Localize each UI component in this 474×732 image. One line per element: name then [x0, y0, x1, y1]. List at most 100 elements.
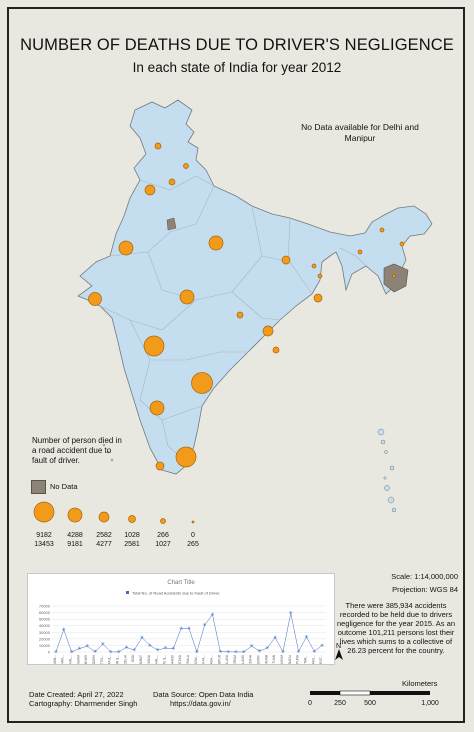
x-tick-label: DAMAN &... [116, 655, 120, 664]
data-point: ✳ [296, 649, 300, 655]
legend-class-lower: 9181 [67, 541, 83, 548]
x-tick-label: KARNATAKA [178, 654, 182, 664]
x-tick-label: BIHAR [84, 654, 88, 664]
data-point: ✳ [69, 649, 73, 655]
map-subtitle: In each state of India for year 2012 [132, 60, 342, 75]
data-point: ✳ [148, 643, 152, 649]
data-point: ✳ [320, 643, 324, 649]
state-symbol [281, 255, 291, 265]
legend-class-label: 4288 9181 [55, 531, 95, 549]
y-tick-label: 10000 [39, 643, 51, 648]
x-tick-label: HARYANA [147, 654, 151, 664]
data-point: ✳ [289, 611, 293, 617]
x-tick-label: MADHYA... [202, 655, 206, 664]
data-point: ✳ [54, 649, 58, 655]
legend-class-label: 1028 2581 [112, 531, 152, 549]
legend-symbol [33, 501, 55, 523]
legend-class-label: 9182 13453 [24, 531, 64, 549]
data-point: ✳ [273, 635, 277, 641]
data-point: ✳ [171, 646, 175, 652]
x-tick-label: MIZORAM [233, 655, 237, 664]
data-point: ✳ [116, 649, 120, 655]
x-tick-label: MAHARASH... [209, 655, 213, 664]
x-tick-label: CHANDIGARH [92, 654, 96, 664]
data-point: ✳ [163, 646, 167, 652]
legend-symbol [67, 507, 83, 523]
state-symbol [313, 293, 323, 303]
accident-chart: Chart Title Total No. of Road Accidents d… [39, 580, 326, 677]
no-data-label: No Data [50, 482, 78, 491]
data-point: ✳ [187, 626, 191, 632]
x-tick-label: TRIPURA [296, 654, 300, 664]
legend-class-lower: 2581 [124, 541, 140, 548]
y-tick-label: 60000 [39, 610, 51, 615]
no-data-swatch [31, 480, 46, 494]
data-point: ✳ [312, 649, 316, 655]
legend-class-label: 0 265 [173, 531, 213, 549]
state-symbol [236, 311, 244, 319]
data-point: ✳ [85, 644, 89, 650]
data-point: ✳ [93, 649, 97, 655]
state-symbol [183, 163, 189, 169]
scale-bar: 0 250 500 1,000 [308, 690, 439, 707]
legend-marker [126, 591, 129, 594]
projection-text: Projection: WGS 84 [392, 585, 458, 594]
data-point: ✳ [203, 623, 207, 629]
legend-class-upper: 266 [157, 532, 169, 539]
data-point: ✳ [77, 646, 81, 652]
chart-title: Chart Title [167, 580, 195, 586]
data-point: ✳ [304, 634, 308, 640]
x-tick-label: DELHI [123, 655, 127, 664]
legend-class-upper: 1028 [124, 532, 140, 539]
y-tick-label: 0 [48, 650, 51, 655]
state-symbol [262, 325, 274, 337]
x-tick-label: MEGHALAYA [225, 654, 229, 664]
state-symbol [357, 249, 363, 255]
x-tick-label: GOA [131, 654, 135, 662]
legend-class-upper: 9182 [36, 532, 52, 539]
x-tick-label: ODISHA [249, 654, 253, 664]
state-symbol [191, 372, 213, 394]
x-tick-label: NAGALAND [241, 654, 245, 664]
legend-class-label: 266 1027 [143, 531, 183, 549]
legend-class-upper: 0 [191, 532, 195, 539]
legend-class-label: 2582 4277 [84, 531, 124, 549]
y-tick-label: 30000 [39, 630, 51, 635]
state-symbol [317, 273, 323, 279]
data-point: ✳ [132, 648, 136, 654]
chart-panel: Chart Title Total No. of Road Accidents d… [27, 573, 335, 677]
state-symbol [179, 289, 195, 305]
legend-class-lower: 1027 [155, 541, 171, 548]
north-arrow-icon: N [335, 643, 343, 660]
data-point: ✳ [109, 649, 113, 655]
india-landmass [77, 99, 433, 475]
legend-symbol [128, 515, 136, 523]
description-text: There were 385,934 accidents recorded to… [336, 601, 455, 655]
data-point: ✳ [265, 646, 269, 652]
state-symbol [399, 241, 405, 247]
x-tick-label: SIKKIM [280, 655, 284, 664]
x-tick-label: ANDAMAN... [53, 655, 57, 664]
data-point: ✳ [226, 649, 230, 655]
data-point: ✳ [156, 648, 160, 654]
state-symbol [143, 335, 165, 357]
x-tick-label: HIMACHAL... [155, 655, 159, 664]
delhi-nodata [166, 217, 177, 231]
data-point: ✳ [62, 627, 66, 633]
data-point: ✳ [242, 649, 246, 655]
legend-class-lower: 265 [187, 541, 199, 548]
legend-symbol [160, 518, 166, 524]
x-tick-label: PUDUCHERRY [256, 654, 260, 664]
x-tick-label: ARUNACHAL... [69, 655, 73, 664]
scalebar-tick-label: 1,000 [421, 700, 439, 707]
data-point: ✳ [281, 649, 285, 655]
legend-symbol [191, 520, 195, 524]
state-symbol [155, 461, 165, 471]
scale-text: Scale: 1:14,000,000 [391, 572, 458, 581]
data-point: ✳ [218, 649, 222, 655]
north-label: N [336, 643, 341, 650]
x-tick-label: DADRA &... [108, 655, 112, 664]
date-created: Date Created: April 27, 2022 [29, 690, 124, 699]
x-tick-label: RAJASTHAN [272, 654, 276, 664]
